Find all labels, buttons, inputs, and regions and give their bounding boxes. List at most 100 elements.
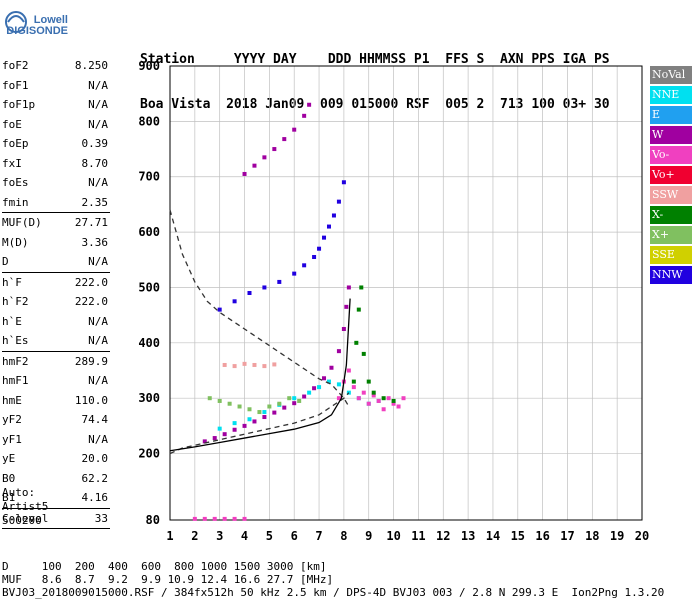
param-key: yE	[2, 452, 16, 465]
param-key: hmF2	[2, 354, 29, 368]
y-tick-label: 200	[138, 447, 160, 461]
data-point	[232, 364, 237, 369]
param-value: 20.0	[81, 452, 109, 465]
param-key: h`F	[2, 275, 22, 289]
data-point	[262, 415, 267, 420]
param-key: M(D)	[2, 235, 29, 249]
data-point	[322, 235, 327, 240]
data-point	[217, 426, 222, 431]
data-point	[242, 361, 247, 366]
data-point	[252, 362, 257, 367]
data-point	[252, 419, 257, 424]
x-tick-label: 13	[461, 529, 475, 543]
legend-item-ssw: SSW	[650, 186, 692, 204]
param-value: 0.39	[81, 137, 109, 150]
legend-item-sse: SSE	[650, 246, 692, 264]
data-point	[212, 516, 217, 521]
param-row: foEp 0.39	[2, 134, 110, 154]
x-tick-label: 4	[241, 529, 248, 543]
param-value: N/A	[88, 98, 108, 111]
data-point	[322, 376, 327, 381]
x-tick-label: 5	[266, 529, 273, 543]
data-point	[336, 199, 341, 204]
auto-line3: 500200	[2, 514, 42, 527]
logo-line2: DIGISONDE	[6, 25, 68, 37]
x-tick-label: 15	[511, 529, 525, 543]
legend-item-x: X+	[650, 226, 692, 244]
param-row: hmE 110.0	[2, 391, 110, 411]
data-point	[366, 401, 371, 406]
param-row: h`F2 222.0	[2, 292, 110, 312]
param-separator	[2, 350, 110, 352]
logo-mark-icon	[5, 11, 27, 33]
lower-dashed-curve	[169, 392, 350, 455]
param-value: 27.71	[74, 216, 108, 229]
param-key: foF2	[2, 59, 29, 72]
x-tick-label: 7	[315, 529, 322, 543]
param-row: M(D) 3.36	[2, 233, 110, 253]
data-point	[242, 423, 247, 428]
data-point	[346, 285, 351, 290]
param-key: hmF1	[2, 374, 29, 387]
param-row: yF1 N/A	[2, 430, 110, 450]
data-point	[192, 516, 197, 521]
param-key: C-level	[2, 511, 49, 525]
data-point	[272, 147, 277, 152]
x-tick-label: 8	[340, 529, 347, 543]
y-tick-label: 500	[138, 280, 160, 294]
data-point	[401, 396, 406, 401]
param-key: foF1	[2, 78, 29, 92]
param-row: D N/A	[2, 252, 110, 272]
param-key: h`E	[2, 314, 22, 328]
legend-item-nnw: NNW	[650, 266, 692, 284]
data-point	[317, 385, 322, 390]
data-point	[302, 263, 307, 268]
param-value: 33	[94, 511, 108, 525]
param-value: N/A	[88, 255, 108, 268]
data-point	[391, 401, 396, 406]
data-point	[302, 113, 307, 118]
param-value: N/A	[88, 374, 108, 387]
data-point	[361, 351, 366, 356]
digisonde-logo: Lowell DIGISONDE	[4, 4, 68, 38]
param-value: 110.0	[74, 393, 108, 407]
data-point	[336, 382, 341, 387]
data-point	[292, 271, 297, 276]
param-key: h`Es	[2, 334, 29, 347]
data-point	[329, 365, 334, 370]
legend-item-noval: NoVal	[650, 66, 692, 84]
param-value: 8.250	[74, 59, 108, 72]
data-point	[272, 362, 277, 367]
param-row: foF1 N/A	[2, 76, 110, 96]
data-point	[247, 291, 252, 295]
data-point	[222, 432, 227, 437]
param-value: N/A	[88, 78, 108, 92]
data-point	[341, 180, 346, 185]
param-separator	[2, 212, 110, 213]
data-point	[312, 255, 317, 260]
data-point	[232, 421, 237, 426]
data-point	[287, 396, 292, 401]
param-key: hmE	[2, 393, 22, 407]
y-tick-label: 900	[138, 59, 160, 73]
data-point	[366, 379, 371, 384]
param-key: fmin	[2, 195, 29, 209]
data-point	[312, 386, 317, 391]
data-point	[326, 224, 331, 229]
data-point	[341, 326, 346, 331]
footer: D 100 200 400 600 800 1000 1500 3000 [km…	[2, 560, 664, 599]
data-point	[307, 102, 312, 107]
param-row: fxI 8.70	[2, 154, 110, 174]
data-point	[262, 364, 267, 369]
param-value: 62.2	[81, 471, 109, 485]
data-point	[262, 410, 267, 415]
param-value: N/A	[88, 176, 108, 189]
legend-item-x: X-	[650, 206, 692, 224]
parameter-panel: foF2 8.250 foF1 N/A foF1p N/A foE N/A foEp 0.39 fx…	[2, 56, 110, 529]
param-row: foF2 8.250	[2, 56, 110, 76]
data-point	[396, 404, 401, 409]
data-point	[247, 407, 252, 412]
param-value: 289.9	[74, 354, 108, 368]
data-point	[242, 516, 247, 521]
param-separator	[2, 271, 110, 273]
